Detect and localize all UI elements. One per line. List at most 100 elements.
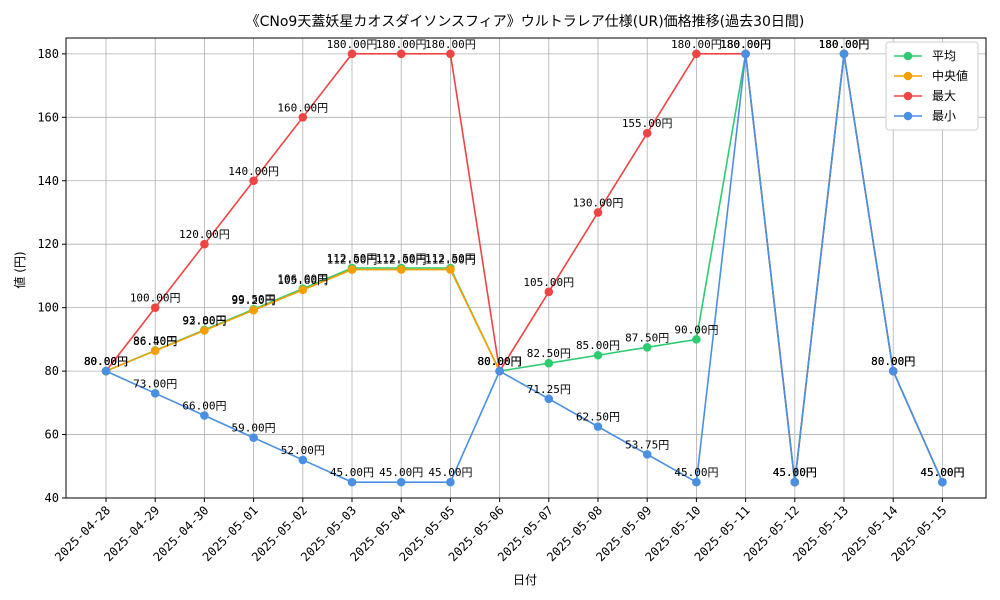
data-point (200, 326, 209, 335)
data-label: 87.50円 (625, 331, 669, 344)
data-label: 90.00円 (674, 323, 718, 336)
data-label: 80.00円 (871, 355, 915, 368)
data-label: 45.00円 (379, 466, 423, 479)
data-label: 112.50円 (425, 252, 476, 265)
data-label: 112.50円 (376, 252, 427, 265)
data-point (544, 394, 554, 404)
data-label: 45.00円 (330, 466, 374, 479)
data-point (593, 350, 603, 360)
data-point (446, 49, 455, 59)
data-label: 112.50円 (327, 252, 378, 265)
data-label: 85.00円 (576, 339, 620, 352)
data-point (495, 366, 504, 376)
data-point (446, 265, 455, 274)
data-label: 180.00円 (819, 38, 870, 51)
data-label: 180.00円 (720, 38, 771, 51)
y-tick-label: 140 (37, 174, 59, 188)
data-point (692, 477, 701, 487)
data-label: 130.00円 (573, 196, 624, 209)
data-label: 106.00円 (277, 273, 328, 286)
data-label: 52.00円 (281, 444, 325, 457)
y-tick-label: 100 (37, 301, 59, 315)
data-point (200, 411, 209, 420)
data-point (249, 433, 258, 443)
data-label: 45.00円 (920, 466, 964, 479)
data-label: 180.00円 (720, 38, 771, 51)
x-axis-title: 日付 (513, 573, 537, 587)
data-label: 160.00円 (277, 101, 328, 114)
data-label: 80.00円 (84, 355, 128, 368)
data-point (642, 450, 652, 459)
plot-frame (65, 37, 987, 499)
data-point (200, 239, 209, 249)
series-4 (101, 49, 947, 487)
legend-frame (885, 41, 979, 131)
data-label: 180.00円 (376, 38, 427, 51)
data-label: 180.00円 (327, 38, 378, 51)
legend-label: 中央値 (932, 68, 968, 83)
data-point (741, 49, 750, 59)
y-tick-label: 120 (37, 237, 59, 251)
data-label: 86.40円 (133, 335, 177, 348)
data-label: 53.75円 (625, 438, 669, 451)
data-point (790, 477, 800, 487)
data-label: 80.00円 (478, 355, 522, 368)
data-label: 180.00円 (671, 38, 722, 51)
data-label: 180.00円 (819, 38, 870, 51)
data-point (347, 265, 357, 274)
data-point (593, 208, 603, 217)
series-group (101, 49, 947, 487)
data-label: 99.20円 (232, 294, 276, 307)
legend-marker (903, 111, 913, 121)
data-label: 86.50円 (133, 334, 177, 347)
data-label: 73.00円 (133, 377, 177, 390)
data-point (249, 176, 258, 186)
y-tick-label: 60 (45, 428, 59, 442)
data-label: 80.00円 (84, 355, 128, 368)
data-point (150, 303, 160, 312)
data-point (150, 346, 160, 356)
data-label: 92.80円 (182, 314, 226, 327)
data-label: 180.00円 (425, 38, 476, 51)
data-point (642, 128, 652, 138)
data-label: 112.00円 (376, 254, 427, 267)
data-labels: 80.00円86.50円93.00円99.50円106.00円112.50円11… (84, 38, 965, 479)
data-label: 180.00円 (720, 38, 771, 51)
data-point (396, 477, 406, 487)
data-label: 82.50円 (527, 347, 571, 360)
data-label: 105.60円 (277, 274, 328, 287)
data-label: 100.00円 (130, 292, 181, 305)
data-label: 45.00円 (773, 466, 817, 479)
data-label: 80.00円 (84, 355, 128, 368)
data-point (298, 113, 308, 122)
data-label: 80.00円 (478, 355, 522, 368)
data-point (101, 366, 111, 376)
data-point (347, 49, 357, 59)
data-point (396, 265, 406, 274)
data-point (692, 49, 701, 59)
data-label: 71.25円 (527, 383, 571, 396)
y-tick-label: 180 (37, 47, 59, 61)
y-tick-label: 40 (45, 491, 59, 505)
data-label: 140.00円 (228, 165, 279, 178)
data-point (544, 358, 554, 368)
legend-marker (903, 71, 913, 81)
data-point (150, 389, 160, 398)
data-label: 120.00円 (179, 228, 230, 241)
data-point (544, 287, 554, 297)
legend-marker (903, 51, 913, 61)
data-point (347, 477, 357, 487)
data-point (446, 477, 455, 487)
data-point (298, 455, 308, 465)
data-label: 80.00円 (478, 355, 522, 368)
data-label: 45.00円 (773, 466, 817, 479)
data-label: 99.50円 (232, 293, 276, 306)
legend-label: 最小 (932, 109, 956, 123)
data-label: 45.00円 (920, 466, 964, 479)
data-label: 180.00円 (819, 38, 870, 51)
chart-title: 《CNo9天蓋妖星カオスダイソンスフィア》ウルトラレア仕様(UR)価格推移(過去… (246, 14, 805, 30)
data-point (642, 343, 652, 352)
data-label: 59.00円 (232, 422, 276, 435)
